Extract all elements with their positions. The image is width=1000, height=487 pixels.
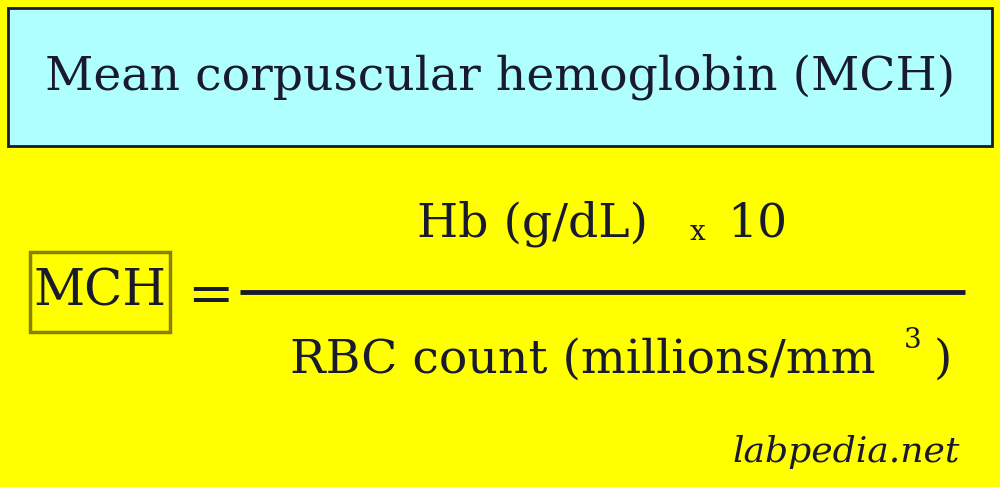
Text: RBC count (millions/mm: RBC count (millions/mm [290, 337, 875, 383]
Text: MCH: MCH [34, 267, 166, 317]
FancyBboxPatch shape [8, 8, 992, 146]
FancyBboxPatch shape [30, 252, 170, 332]
Text: =: = [187, 270, 233, 324]
Text: 10: 10 [727, 201, 788, 246]
Text: labpedia.net: labpedia.net [733, 435, 960, 469]
Text: Mean corpuscular hemoglobin (MCH): Mean corpuscular hemoglobin (MCH) [45, 54, 955, 100]
Text: x: x [690, 219, 705, 245]
Text: 3: 3 [904, 326, 921, 354]
Text: ): ) [933, 337, 952, 383]
Text: Hb (g/dL): Hb (g/dL) [417, 201, 648, 247]
